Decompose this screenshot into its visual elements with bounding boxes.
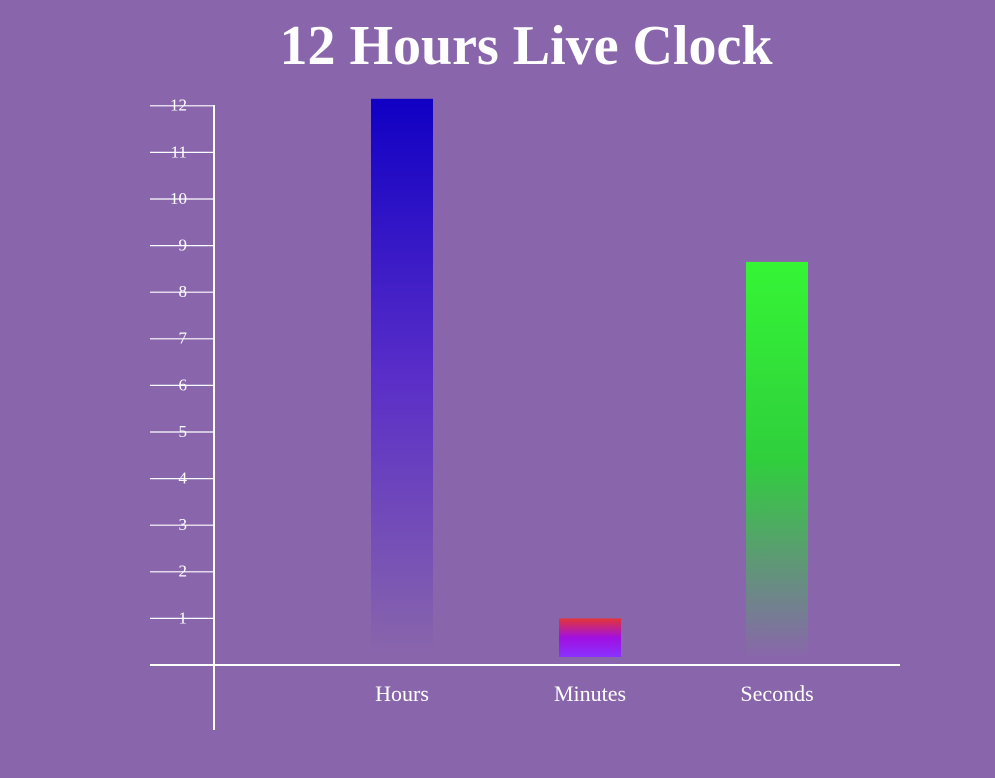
bar-seconds (746, 261, 808, 657)
y-tick-label: 12 (170, 96, 187, 115)
y-tick-label: 11 (171, 142, 187, 161)
x-category-label: Minutes (554, 681, 626, 706)
y-tick-label: 9 (179, 236, 188, 255)
y-tick-label: 1 (179, 608, 188, 627)
bar-hours (371, 98, 433, 657)
y-tick-label: 4 (179, 469, 188, 488)
y-tick-label: 6 (179, 375, 188, 394)
y-tick-label: 5 (179, 422, 188, 441)
x-category-label: Seconds (740, 681, 813, 706)
x-category-label: Hours (375, 681, 429, 706)
y-tick-label: 3 (179, 515, 188, 534)
y-tick-label: 2 (179, 562, 188, 581)
chart-title: 12 Hours Live Clock (279, 15, 773, 77)
y-tick-label: 10 (170, 189, 187, 208)
bar-minutes (559, 618, 621, 657)
y-tick-label: 8 (179, 282, 188, 301)
x-categories-group: Hours Minutes Seconds (375, 681, 814, 706)
y-tick-label: 7 (179, 329, 188, 348)
bars-group (371, 98, 808, 657)
axes-group (150, 105, 900, 730)
